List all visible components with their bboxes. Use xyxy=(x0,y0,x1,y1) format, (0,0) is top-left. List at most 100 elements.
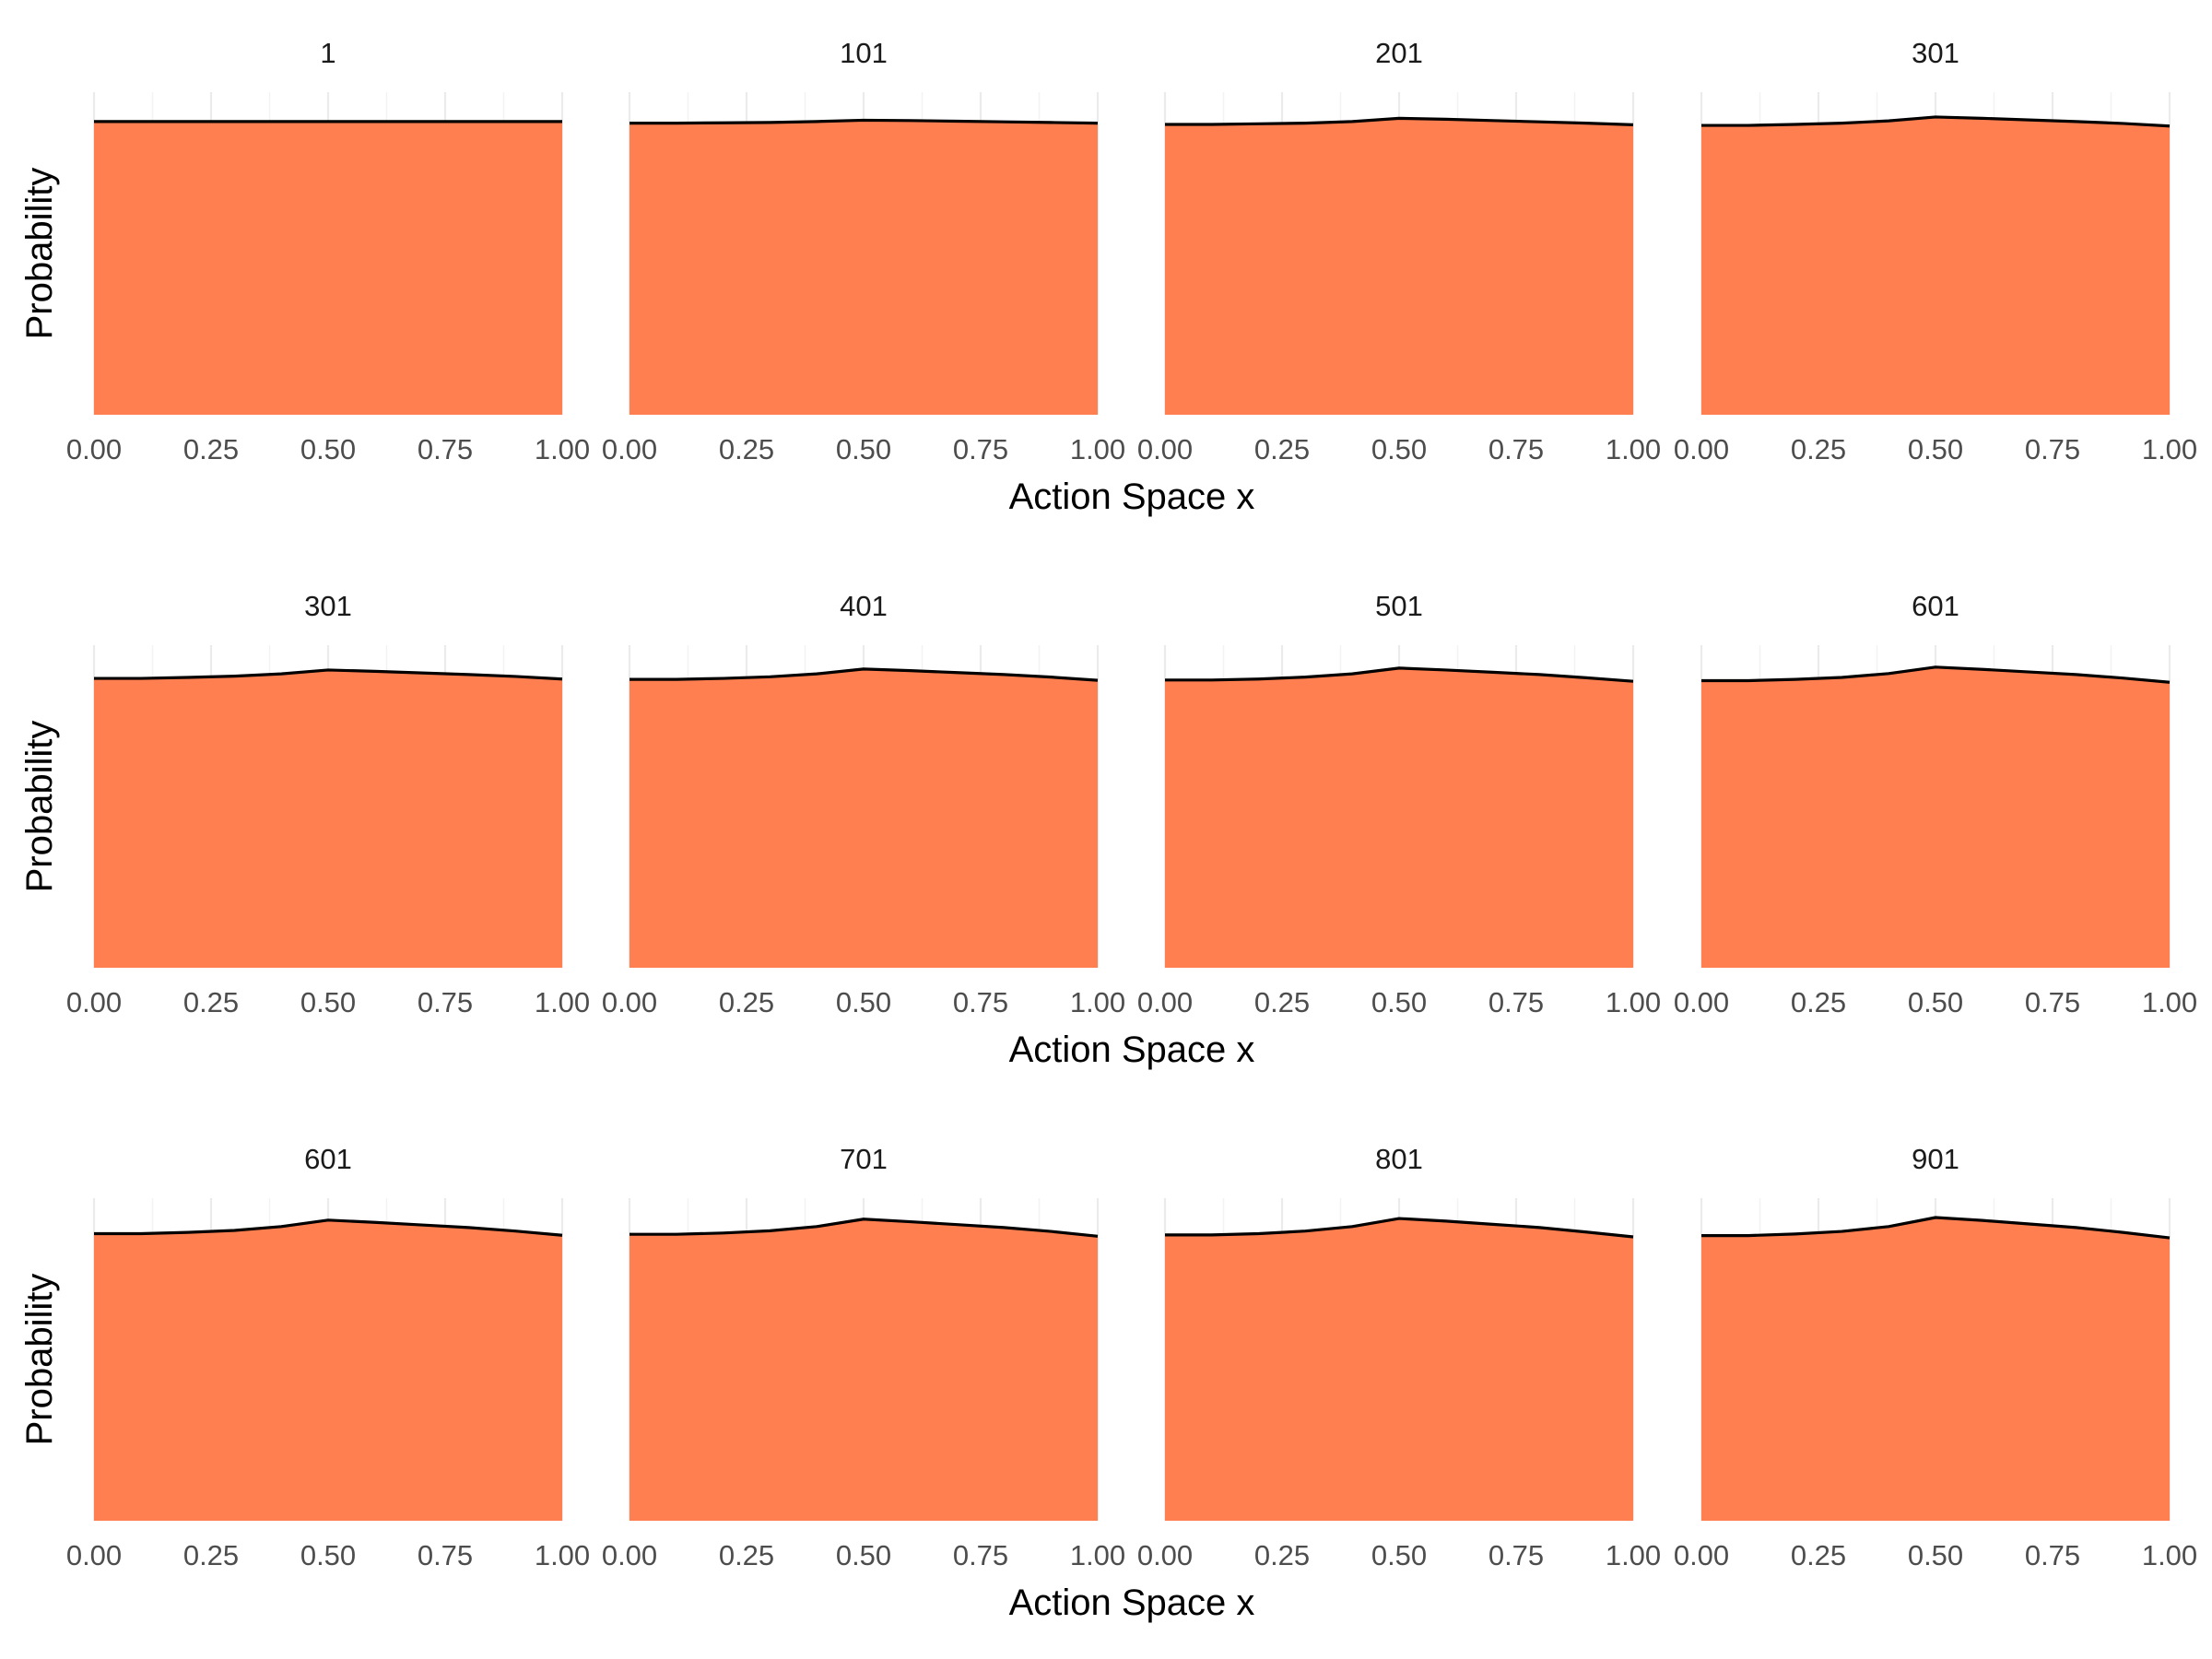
probability-area xyxy=(1701,666,2170,968)
x-tick-label: 0.00 xyxy=(66,1539,122,1571)
x-tick-label: 0.75 xyxy=(1488,986,1544,1018)
probability-line xyxy=(629,1218,1099,1238)
x-tick-label: 0.50 xyxy=(300,986,356,1018)
x-tick-label: 0.75 xyxy=(2025,433,2080,465)
x-tick-label: 1.00 xyxy=(1070,986,1125,1018)
facet-title: 501 xyxy=(1375,590,1423,622)
x-tick-label: 0.00 xyxy=(1674,986,1729,1018)
probability-line xyxy=(1165,116,1634,126)
x-tick-label: 1.00 xyxy=(2142,433,2197,465)
x-tick-label: 1.00 xyxy=(1070,1539,1125,1571)
probability-area xyxy=(629,668,1098,968)
x-tick-label: 0.00 xyxy=(1674,433,1729,465)
x-axis-title: Action Space x xyxy=(1009,1030,1255,1070)
x-tick-label: 0.25 xyxy=(719,986,774,1018)
x-tick-label: 0.50 xyxy=(836,986,891,1018)
x-tick-label: 0.25 xyxy=(183,986,239,1018)
x-tick-label: 0.50 xyxy=(1908,433,1963,465)
x-tick-label: 0.75 xyxy=(418,433,473,465)
x-tick-label: 1.00 xyxy=(1070,433,1125,465)
facet-title: 901 xyxy=(1912,1143,1959,1175)
x-tick-label: 1.00 xyxy=(1606,1539,1661,1571)
x-tick-label: 0.75 xyxy=(1488,1539,1544,1571)
x-tick-label: 0.25 xyxy=(1791,1539,1846,1571)
probability-line xyxy=(629,667,1099,682)
probability-line xyxy=(1165,1217,1634,1239)
probability-line xyxy=(629,118,1099,125)
x-tick-label: 0.00 xyxy=(602,1539,657,1571)
x-tick-label: 0.75 xyxy=(418,1539,473,1571)
x-tick-label: 1.00 xyxy=(2142,986,2197,1018)
x-tick-label: 0.25 xyxy=(1791,986,1846,1018)
facet-title: 601 xyxy=(304,1143,352,1175)
x-tick-label: 1.00 xyxy=(535,986,590,1018)
x-tick-label: 0.75 xyxy=(2025,986,2080,1018)
x-tick-label: 1.00 xyxy=(1606,986,1661,1018)
probability-line xyxy=(1701,115,2171,128)
x-tick-label: 0.75 xyxy=(953,433,1008,465)
x-tick-label: 0.50 xyxy=(836,433,891,465)
facet-title: 101 xyxy=(840,37,888,69)
probability-area xyxy=(1701,116,2170,415)
x-tick-label: 0.75 xyxy=(418,986,473,1018)
x-axis-title: Action Space x xyxy=(1009,1583,1255,1623)
x-tick-label: 0.75 xyxy=(1488,433,1544,465)
x-tick-label: 0.25 xyxy=(1791,433,1846,465)
x-tick-label: 0.50 xyxy=(300,433,356,465)
y-axis-title: Probability xyxy=(19,168,60,340)
probability-area xyxy=(94,121,562,415)
probability-area xyxy=(1701,1218,2170,1521)
x-tick-label: 1.00 xyxy=(2142,1539,2197,1571)
x-tick-label: 0.50 xyxy=(1371,433,1427,465)
probability-area xyxy=(1165,667,1633,968)
x-tick-label: 0.00 xyxy=(602,433,657,465)
facet-title: 301 xyxy=(1912,37,1959,69)
x-tick-label: 0.00 xyxy=(1137,433,1193,465)
probability-area xyxy=(94,1219,562,1521)
x-tick-label: 0.25 xyxy=(719,433,774,465)
x-tick-label: 0.25 xyxy=(1254,433,1310,465)
probability-area xyxy=(629,1218,1098,1521)
x-tick-label: 1.00 xyxy=(535,1539,590,1571)
x-tick-label: 0.75 xyxy=(2025,1539,2080,1571)
probability-line xyxy=(1701,1216,2171,1240)
x-tick-label: 1.00 xyxy=(1606,433,1661,465)
x-tick-label: 0.00 xyxy=(1137,1539,1193,1571)
y-axis-title: Probability xyxy=(19,721,60,893)
x-tick-label: 0.50 xyxy=(300,1539,356,1571)
probability-line xyxy=(94,1218,563,1237)
x-tick-label: 0.25 xyxy=(183,433,239,465)
facet-title: 601 xyxy=(1912,590,1959,622)
x-tick-label: 0.25 xyxy=(1254,1539,1310,1571)
x-tick-label: 0.00 xyxy=(1674,1539,1729,1571)
probability-line xyxy=(1701,665,2171,684)
x-tick-label: 0.50 xyxy=(836,1539,891,1571)
x-tick-label: 0.00 xyxy=(66,433,122,465)
probability-line xyxy=(1165,666,1634,683)
x-tick-label: 0.25 xyxy=(183,1539,239,1571)
x-axis-title: Action Space x xyxy=(1009,477,1255,517)
facet-title: 701 xyxy=(840,1143,888,1175)
probability-line xyxy=(94,668,563,681)
facet-title: 201 xyxy=(1375,37,1423,69)
x-tick-label: 0.50 xyxy=(1371,1539,1427,1571)
x-tick-label: 0.00 xyxy=(1137,986,1193,1018)
x-tick-label: 0.00 xyxy=(66,986,122,1018)
facet-title: 801 xyxy=(1375,1143,1423,1175)
probability-area xyxy=(629,120,1098,415)
x-tick-label: 0.50 xyxy=(1371,986,1427,1018)
probability-area xyxy=(94,669,562,968)
x-tick-label: 0.50 xyxy=(1908,1539,1963,1571)
x-tick-label: 0.25 xyxy=(719,1539,774,1571)
probability-area xyxy=(1165,118,1633,415)
facet-title: 1 xyxy=(320,37,335,69)
facet-title: 301 xyxy=(304,590,352,622)
x-tick-label: 0.50 xyxy=(1908,986,1963,1018)
x-tick-label: 0.25 xyxy=(1254,986,1310,1018)
x-tick-label: 1.00 xyxy=(535,433,590,465)
x-tick-label: 0.75 xyxy=(953,986,1008,1018)
x-tick-label: 0.75 xyxy=(953,1539,1008,1571)
probability-area xyxy=(1165,1218,1633,1521)
facet-title: 401 xyxy=(840,590,888,622)
